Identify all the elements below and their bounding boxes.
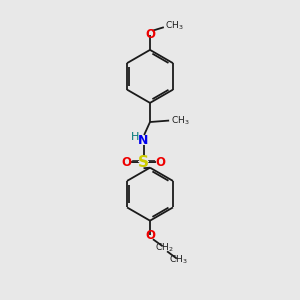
Text: O: O	[145, 229, 155, 242]
Text: S: S	[138, 155, 149, 170]
Text: O: O	[145, 28, 155, 41]
Text: =: =	[131, 157, 141, 167]
Text: O: O	[122, 156, 131, 169]
Text: =: =	[146, 157, 156, 167]
Text: CH$_3$: CH$_3$	[171, 114, 189, 127]
Text: CH$_3$: CH$_3$	[169, 254, 188, 266]
Text: H: H	[131, 132, 140, 142]
Text: N: N	[138, 134, 149, 147]
Text: CH$_3$: CH$_3$	[165, 20, 184, 32]
Text: O: O	[156, 156, 166, 169]
Text: CH$_2$: CH$_2$	[155, 242, 173, 254]
